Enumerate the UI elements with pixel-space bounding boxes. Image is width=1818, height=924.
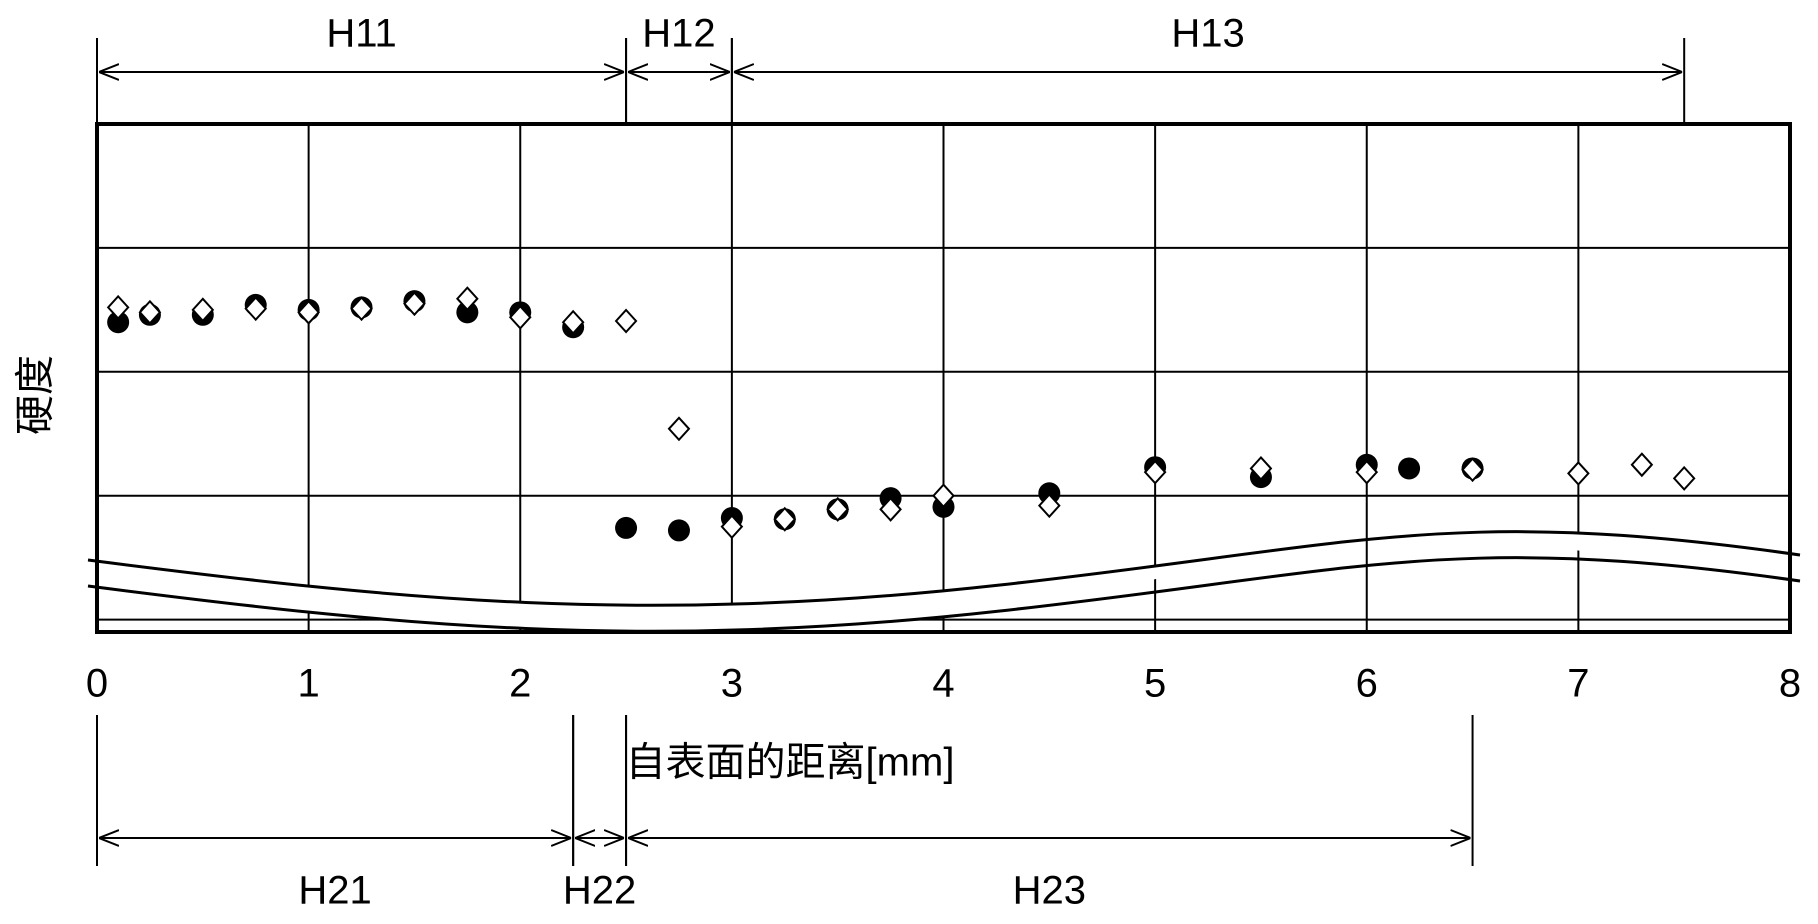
point xyxy=(1672,465,1696,491)
point xyxy=(614,308,638,334)
point xyxy=(1037,493,1061,519)
x-tick-label: 7 xyxy=(1567,662,1589,706)
span-label: H21 xyxy=(298,869,371,913)
break-edge xyxy=(87,556,1801,633)
span-label: H23 xyxy=(1013,869,1086,913)
point xyxy=(615,516,638,539)
point xyxy=(1249,455,1273,481)
break-edge xyxy=(87,530,1801,607)
point xyxy=(107,311,130,334)
x-tick-label: 5 xyxy=(1144,662,1166,706)
point xyxy=(403,291,426,317)
point xyxy=(244,296,268,322)
x-tick-label: 1 xyxy=(298,662,320,706)
point xyxy=(1398,457,1421,480)
point xyxy=(1630,452,1654,478)
point xyxy=(720,514,744,540)
axis-break xyxy=(87,530,1801,633)
y-axis-label: 硬度 xyxy=(14,355,58,435)
point xyxy=(455,286,479,312)
span-label: H22 xyxy=(563,869,636,913)
point xyxy=(932,483,955,509)
point xyxy=(826,496,850,522)
point xyxy=(667,519,690,542)
point xyxy=(138,299,162,325)
x-tick-label: 2 xyxy=(509,662,531,706)
points xyxy=(106,286,1696,542)
x-tick-label: 4 xyxy=(932,662,954,706)
point xyxy=(667,416,691,442)
point xyxy=(1567,460,1590,486)
x-tick-label: 8 xyxy=(1779,662,1801,706)
span-label: H13 xyxy=(1171,12,1244,56)
grid xyxy=(96,123,1791,632)
span-label: H12 xyxy=(642,12,715,56)
point xyxy=(1355,459,1379,485)
point xyxy=(879,496,902,522)
point xyxy=(106,294,130,320)
point xyxy=(508,304,532,330)
point xyxy=(350,296,373,322)
x-tick-label: 6 xyxy=(1356,662,1378,706)
point xyxy=(1461,457,1484,483)
span-label: H11 xyxy=(326,12,396,56)
point xyxy=(1143,459,1167,485)
plot-frame xyxy=(95,122,1792,634)
point xyxy=(773,506,797,532)
point xyxy=(561,309,585,335)
break-fill xyxy=(88,531,1800,632)
x-axis-label: 自表面的距离[mm] xyxy=(626,741,955,785)
x-tick-label: 3 xyxy=(721,662,743,706)
x-tick-label: 0 xyxy=(86,662,108,706)
point xyxy=(456,301,479,324)
point xyxy=(191,297,215,323)
point xyxy=(297,299,320,325)
annotations: H11 H12 H13 H21 H22 H23 xyxy=(96,12,1686,913)
